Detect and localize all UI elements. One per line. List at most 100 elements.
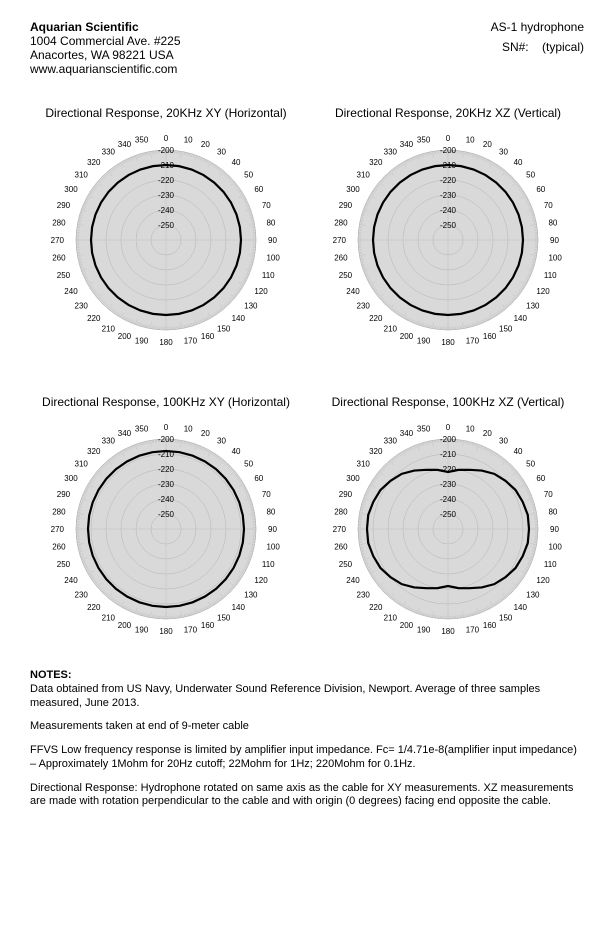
svg-text:140: 140 [232,603,246,612]
svg-text:190: 190 [135,336,149,345]
svg-text:200: 200 [400,332,414,341]
notes-p4: Directional Response: Hydrophone rotated… [30,782,584,810]
svg-text:50: 50 [244,459,253,468]
svg-text:240: 240 [64,287,78,296]
company-name: Aquarian Scientific [30,20,181,34]
polar-chart: 0102030405060708090100110120130140150160… [313,414,583,644]
svg-text:300: 300 [64,185,78,194]
svg-text:70: 70 [544,201,553,210]
svg-text:220: 220 [87,603,101,612]
svg-text:120: 120 [536,576,550,585]
svg-text:140: 140 [514,314,528,323]
svg-text:270: 270 [333,525,347,534]
svg-text:100: 100 [266,543,280,552]
svg-text:270: 270 [333,236,347,245]
svg-text:-200: -200 [158,146,175,155]
svg-text:230: 230 [357,591,371,600]
svg-text:130: 130 [244,591,258,600]
svg-text:210: 210 [384,324,398,333]
svg-text:90: 90 [268,236,277,245]
svg-text:0: 0 [164,134,169,143]
svg-text:170: 170 [184,625,198,634]
notes-heading: NOTES: [30,669,72,681]
svg-text:140: 140 [514,603,528,612]
notes-p1: Data obtained from US Navy, Underwater S… [30,683,540,709]
svg-text:80: 80 [548,507,557,516]
svg-text:180: 180 [441,627,455,636]
header-right: AS-1 hydrophone SN#: (typical) [491,20,584,76]
svg-text:130: 130 [244,302,258,311]
svg-text:250: 250 [339,271,353,280]
svg-text:310: 310 [75,170,89,179]
svg-text:120: 120 [536,287,550,296]
svg-text:160: 160 [483,621,497,630]
svg-text:60: 60 [254,185,263,194]
polar-chart: 0102030405060708090100110120130140150160… [31,414,301,644]
svg-text:40: 40 [514,447,523,456]
svg-text:250: 250 [57,560,71,569]
chart-title: Directional Response, 20KHz XZ (Vertical… [312,106,584,120]
svg-text:40: 40 [232,158,241,167]
svg-text:340: 340 [400,429,414,438]
svg-text:140: 140 [232,314,246,323]
svg-text:170: 170 [466,336,480,345]
svg-text:0: 0 [446,134,451,143]
notes-p3: FFVS Low frequency response is limited b… [30,744,584,772]
svg-text:270: 270 [51,236,65,245]
svg-text:190: 190 [417,625,431,634]
chart-title: Directional Response, 100KHz XZ (Vertica… [312,395,584,409]
svg-text:210: 210 [102,324,116,333]
svg-text:190: 190 [417,336,431,345]
svg-text:-220: -220 [440,176,457,185]
svg-text:310: 310 [357,459,371,468]
svg-text:20: 20 [201,140,210,149]
svg-text:100: 100 [548,254,562,263]
svg-text:160: 160 [483,332,497,341]
svg-text:10: 10 [466,425,475,434]
svg-text:80: 80 [266,507,275,516]
svg-text:0: 0 [446,423,451,432]
svg-text:160: 160 [201,621,215,630]
svg-text:160: 160 [201,332,215,341]
svg-text:-230: -230 [440,480,457,489]
svg-text:340: 340 [118,140,132,149]
svg-text:330: 330 [102,148,116,157]
svg-text:50: 50 [526,459,535,468]
svg-text:300: 300 [346,474,360,483]
svg-text:90: 90 [268,525,277,534]
svg-text:50: 50 [244,170,253,179]
svg-text:350: 350 [417,425,431,434]
svg-text:300: 300 [64,474,78,483]
svg-text:20: 20 [483,429,492,438]
product-name: AS-1 hydrophone [491,20,584,34]
svg-text:130: 130 [526,591,540,600]
svg-text:60: 60 [254,474,263,483]
svg-text:290: 290 [57,490,71,499]
svg-text:120: 120 [254,576,268,585]
svg-text:320: 320 [369,158,383,167]
svg-text:110: 110 [262,560,275,569]
svg-text:330: 330 [102,437,116,446]
svg-text:110: 110 [544,560,557,569]
svg-text:110: 110 [262,271,275,280]
svg-text:310: 310 [357,170,371,179]
serial-line: SN#: (typical) [491,40,584,54]
svg-text:0: 0 [164,423,169,432]
svg-text:350: 350 [135,136,149,145]
page: Aquarian Scientific 1004 Commercial Ave.… [0,0,614,839]
svg-text:350: 350 [135,425,149,434]
svg-text:30: 30 [499,148,508,157]
svg-text:260: 260 [334,254,348,263]
svg-text:150: 150 [499,613,513,622]
svg-text:290: 290 [339,201,353,210]
svg-text:100: 100 [266,254,280,263]
polar-chart: 0102030405060708090100110120130140150160… [31,125,301,355]
svg-text:40: 40 [232,447,241,456]
svg-text:230: 230 [357,302,371,311]
chart-2: Directional Response, 100KHz XY (Horizon… [30,395,302,644]
svg-text:180: 180 [441,338,455,347]
svg-text:50: 50 [526,170,535,179]
svg-text:10: 10 [184,425,193,434]
svg-text:240: 240 [346,576,360,585]
svg-text:150: 150 [217,613,231,622]
